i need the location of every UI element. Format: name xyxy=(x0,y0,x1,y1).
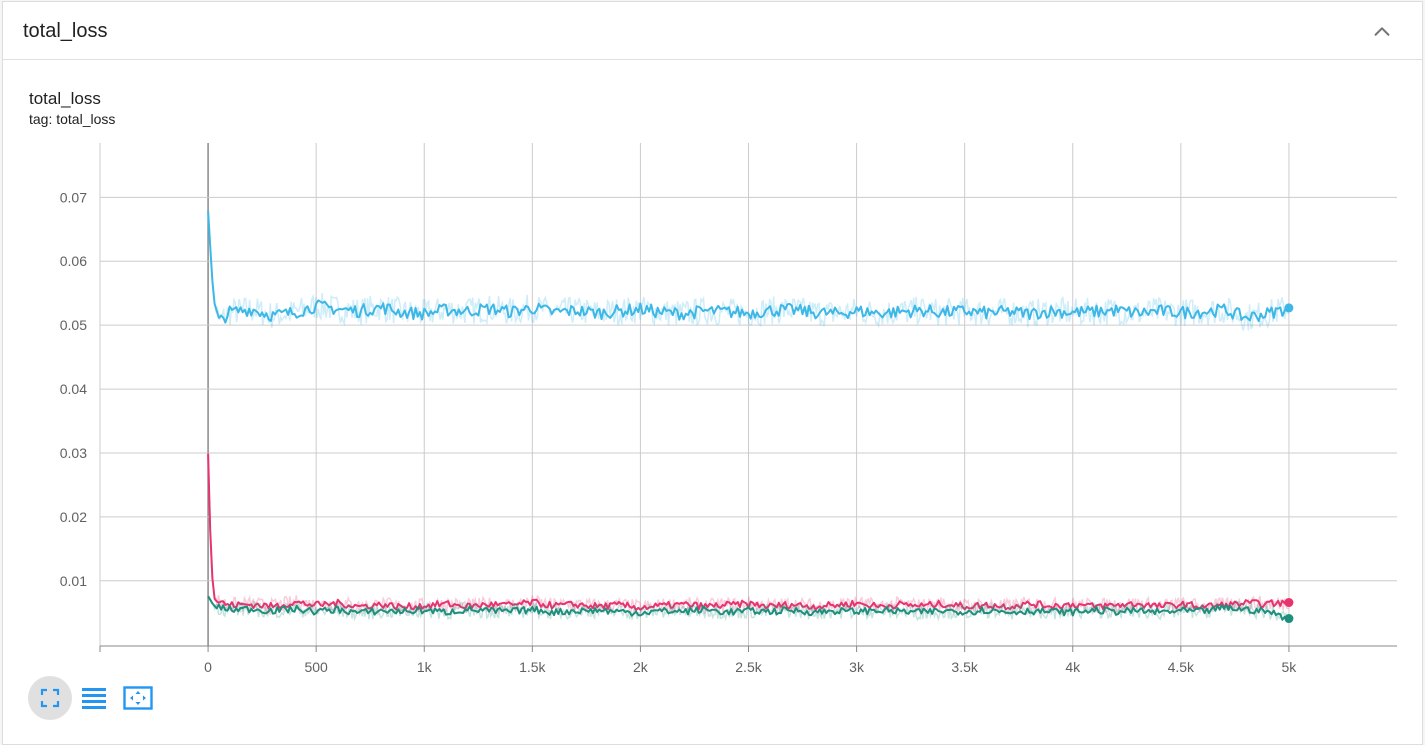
y-tick-label: 0.06 xyxy=(60,253,87,269)
card-header[interactable]: total_loss xyxy=(3,2,1422,60)
card-title: total_loss xyxy=(23,20,108,42)
y-tick-label: 0.02 xyxy=(60,509,87,525)
series-1-raw-line xyxy=(207,451,1289,617)
fit-to-data-icon xyxy=(123,686,153,710)
x-tick-label: 1k xyxy=(417,659,433,675)
x-tick-label: 5k xyxy=(1282,659,1298,675)
y-tick-label: 0.03 xyxy=(60,445,87,461)
toggle-log-scale-button[interactable] xyxy=(72,676,116,720)
fit-domain-button[interactable] xyxy=(116,676,160,720)
x-tick-label: 4.5k xyxy=(1168,659,1195,675)
y-tick-label: 0.05 xyxy=(60,317,87,333)
x-tick-label: 0 xyxy=(204,659,212,675)
x-tick-label: 2.5k xyxy=(735,659,762,675)
chart-series xyxy=(207,210,1294,624)
lines-icon xyxy=(82,688,106,709)
x-tick-label: 2k xyxy=(633,659,649,675)
chart-grid xyxy=(99,143,1397,646)
plot-tag: tag: total_loss xyxy=(29,111,116,127)
chart-toolbar xyxy=(28,676,160,720)
series-1-end-point[interactable] xyxy=(1284,598,1294,608)
x-tick-label: 3k xyxy=(849,659,865,675)
chevron-up-icon xyxy=(1374,27,1390,36)
plot-title: total_loss xyxy=(29,89,101,108)
y-tick-label: 0.07 xyxy=(60,189,87,205)
x-tick-label: 500 xyxy=(304,659,328,675)
series-2-end-point[interactable] xyxy=(1284,614,1294,624)
collapse-button[interactable] xyxy=(1368,18,1396,46)
y-tick-label: 0.01 xyxy=(60,573,87,589)
series-0-smoothed-line xyxy=(207,210,1290,324)
chart-axes: 0 500 1k 1.5k 2k 2.5k 3k 3.5k 4k 4.5k 5k 0.01 0.02 0.… xyxy=(60,189,1397,675)
series-0-end-point[interactable] xyxy=(1284,303,1294,313)
x-tick-label: 4k xyxy=(1065,659,1081,675)
fullscreen-toggle-button[interactable] xyxy=(28,676,72,720)
series-2-smoothed-line xyxy=(207,595,1290,622)
y-tick-label: 0.04 xyxy=(60,381,87,397)
fullscreen-icon xyxy=(40,688,60,708)
x-tick-label: 3.5k xyxy=(951,659,978,675)
series-0-raw-line xyxy=(207,214,1290,331)
series-2-raw-line xyxy=(208,597,1290,623)
x-tick-label: 1.5k xyxy=(519,659,546,675)
